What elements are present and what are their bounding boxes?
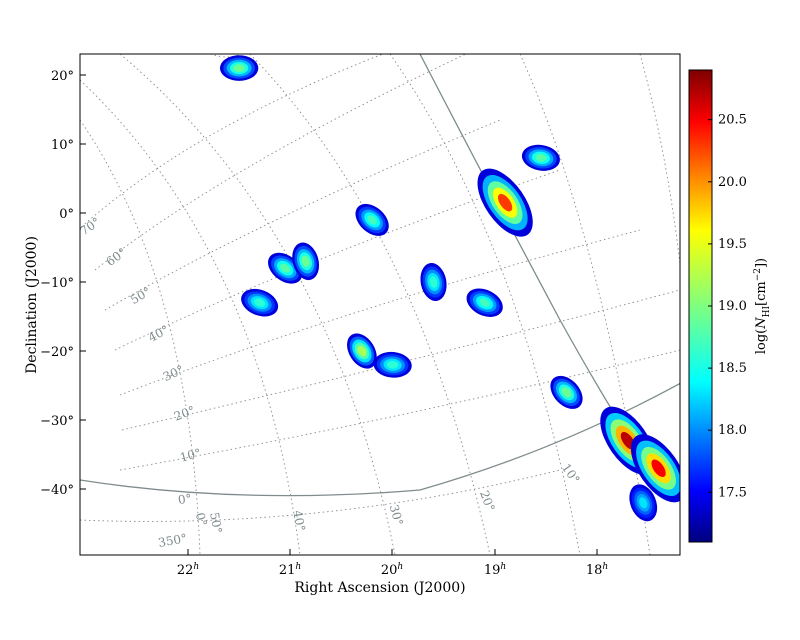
colorbar-tick-label: 17.5 (718, 485, 747, 500)
y-tick-label-m20: −20° (40, 345, 74, 360)
grid-lat-50 (104, 119, 501, 311)
colorbar-title: log(NHI[cm−2]) (753, 258, 772, 354)
colorbar-tick-label: 20.0 (718, 175, 747, 190)
y-tick-label-20: 20° (51, 69, 74, 84)
hi-cloud-contour (429, 276, 438, 288)
hi-cloud-contour (535, 153, 547, 162)
hi-cloud-contour (651, 459, 666, 478)
grid-lon-b (80, 79, 301, 555)
hi-cloud-layer (219, 55, 680, 522)
hi-cloud-contour (561, 387, 572, 398)
colorbar-tick-label: 19.0 (718, 299, 747, 314)
x-tick-label-18h: 18h (586, 562, 608, 578)
y-tick-marks (80, 74, 86, 490)
x-tick-label-22h: 22h (177, 562, 199, 578)
x-tick-label-20h: 20h (381, 562, 403, 578)
galactic-coordinate-grid (80, 54, 680, 555)
colorbar-tick-label: 20.5 (718, 113, 747, 128)
hi-cloud-contour (233, 64, 245, 72)
glon-label-350: 350° (157, 531, 188, 550)
colorbar: 20.5 20.0 19.5 19.0 18.5 18.0 17.5 log(NHI[cm−… (688, 69, 772, 543)
glon-label-40: 40° (290, 509, 307, 532)
glon-label-50: 50° (207, 511, 224, 534)
hi-cloud-contour (357, 345, 367, 357)
x-tick-label-21h: 21h (279, 562, 301, 578)
grid-lon-g (639, 54, 680, 268)
x-tick-label-19h: 19h (484, 562, 506, 578)
hi-cloud-contour (498, 193, 513, 212)
x-axis: 22h 21h 20h 19h 18h Right Ascension (J20… (177, 549, 608, 596)
hi-cloud-contour (367, 215, 378, 225)
colorbar-tick-label: 18.0 (718, 423, 747, 438)
glon-label-20: 20° (477, 489, 497, 514)
colorbar-tick-label: 18.5 (718, 361, 747, 376)
y-tick-label-m40: −40° (40, 483, 74, 498)
y-tick-label-m10: −10° (40, 276, 74, 291)
glat-label-20: 20° (172, 403, 197, 423)
hi-cloud-contour (254, 298, 266, 307)
x-axis-title: Right Ascension (J2000) (294, 580, 465, 596)
colorbar-ticks: 20.5 20.0 19.5 19.0 18.5 18.0 17.5 (708, 113, 747, 500)
hi-cloud-contour (386, 360, 399, 369)
y-axis-title: Declination (J2000) (24, 236, 40, 374)
grid-lon-f (519, 54, 651, 555)
y-tick-label-m30: −30° (40, 414, 74, 429)
glon-label-0: 0° (193, 511, 210, 528)
plot-frame (79, 53, 681, 556)
glon-label-30: 30° (387, 503, 406, 527)
grid-lat-60 (94, 54, 467, 271)
grid-lon-e (389, 54, 581, 555)
y-tick-label-0: 0° (59, 207, 74, 222)
colorbar-tick-label: 19.5 (718, 237, 747, 252)
grid-lon-a (80, 119, 201, 555)
hi-cloud-contour (280, 263, 291, 273)
y-axis: 20° 10° 0° −10° −20° −30° −40° Declinati… (24, 69, 86, 498)
y-tick-label-10: 10° (51, 138, 74, 153)
grid-lon-d (249, 54, 491, 555)
x-tick-marks (187, 549, 598, 555)
glat-label-10: 10° (178, 446, 202, 465)
hi-cloud-contour (479, 298, 491, 307)
grid-lon-c (119, 54, 396, 555)
hi-cloud-contour (639, 497, 648, 509)
glat-label-0: 0° (177, 491, 192, 507)
hi-cloud-contour (301, 255, 310, 267)
